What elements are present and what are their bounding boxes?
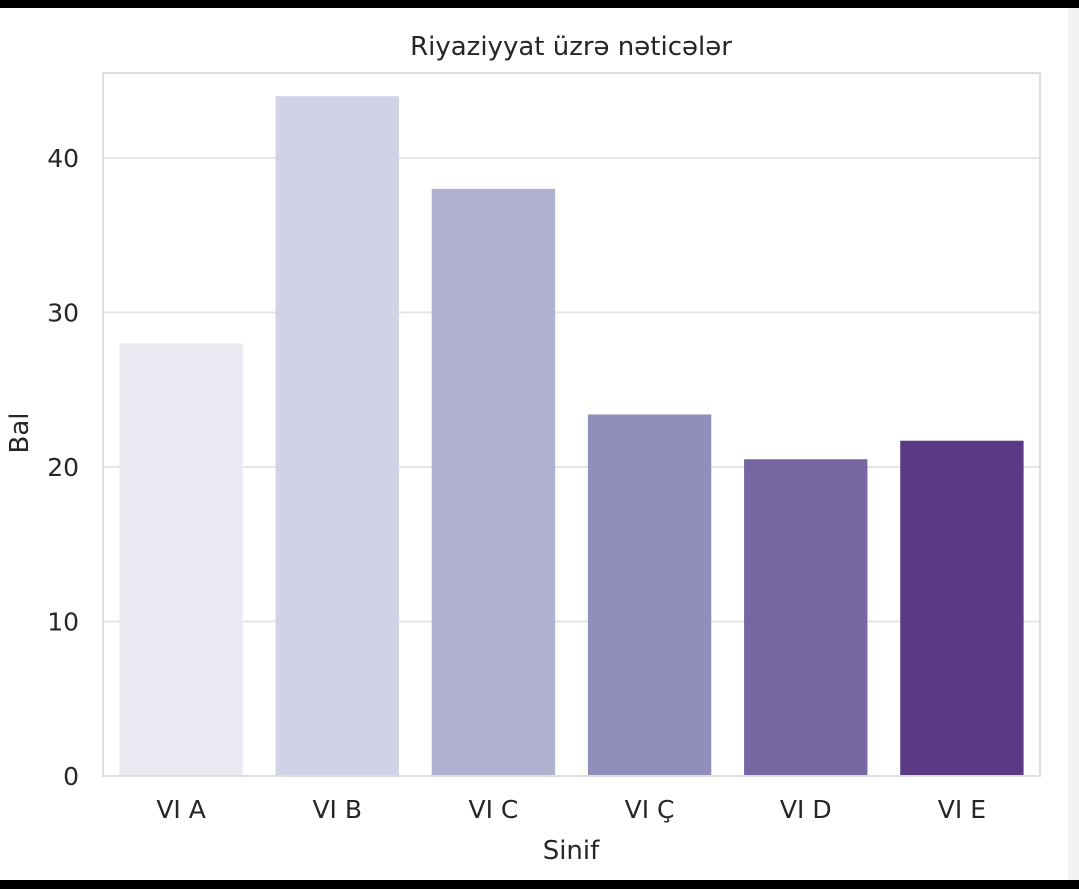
chart-title: Riyaziyyat üzrə nəticələr [410, 32, 732, 62]
bar-vi-ç [587, 414, 712, 776]
y-tick-label: 30 [47, 298, 79, 327]
x-tick-label: VI A [156, 795, 206, 824]
plot-border [102, 72, 1041, 777]
gridlines [103, 156, 1040, 623]
x-tick-labels: VI A VI B VI C VI Ç VI D VI E [156, 795, 986, 824]
bar-vi-e [900, 440, 1024, 776]
y-axis-label: Bal [5, 413, 35, 454]
bar-vi-c [431, 188, 556, 776]
x-tick-label: VI C [468, 795, 518, 824]
bar-vi-a [119, 343, 243, 776]
y-tick-label: 40 [47, 144, 79, 173]
chart-frame: 0 10 20 30 40 VI A VI B VI C VI Ç VI D VI E Riyaz… [0, 8, 1068, 880]
bar-chart: 0 10 20 30 40 VI A VI B VI C VI Ç VI D VI E Riyaz… [5, 32, 1041, 866]
bars [119, 96, 1024, 776]
window-edge [1068, 8, 1079, 880]
y-tick-label: 20 [47, 453, 79, 482]
bar-vi-b [275, 96, 399, 776]
y-tick-label: 0 [63, 762, 79, 791]
plot-area [103, 73, 1040, 776]
x-tick-label: VI B [312, 795, 362, 824]
bar-vi-d [744, 459, 868, 776]
y-tick-labels: 0 10 20 30 40 [47, 144, 79, 791]
y-tick-label: 10 [47, 607, 79, 636]
x-tick-label: VI D [780, 795, 832, 824]
x-tick-label: VI E [938, 795, 986, 824]
x-axis-label: Sinif [543, 836, 600, 866]
x-tick-label: VI Ç [625, 795, 675, 824]
